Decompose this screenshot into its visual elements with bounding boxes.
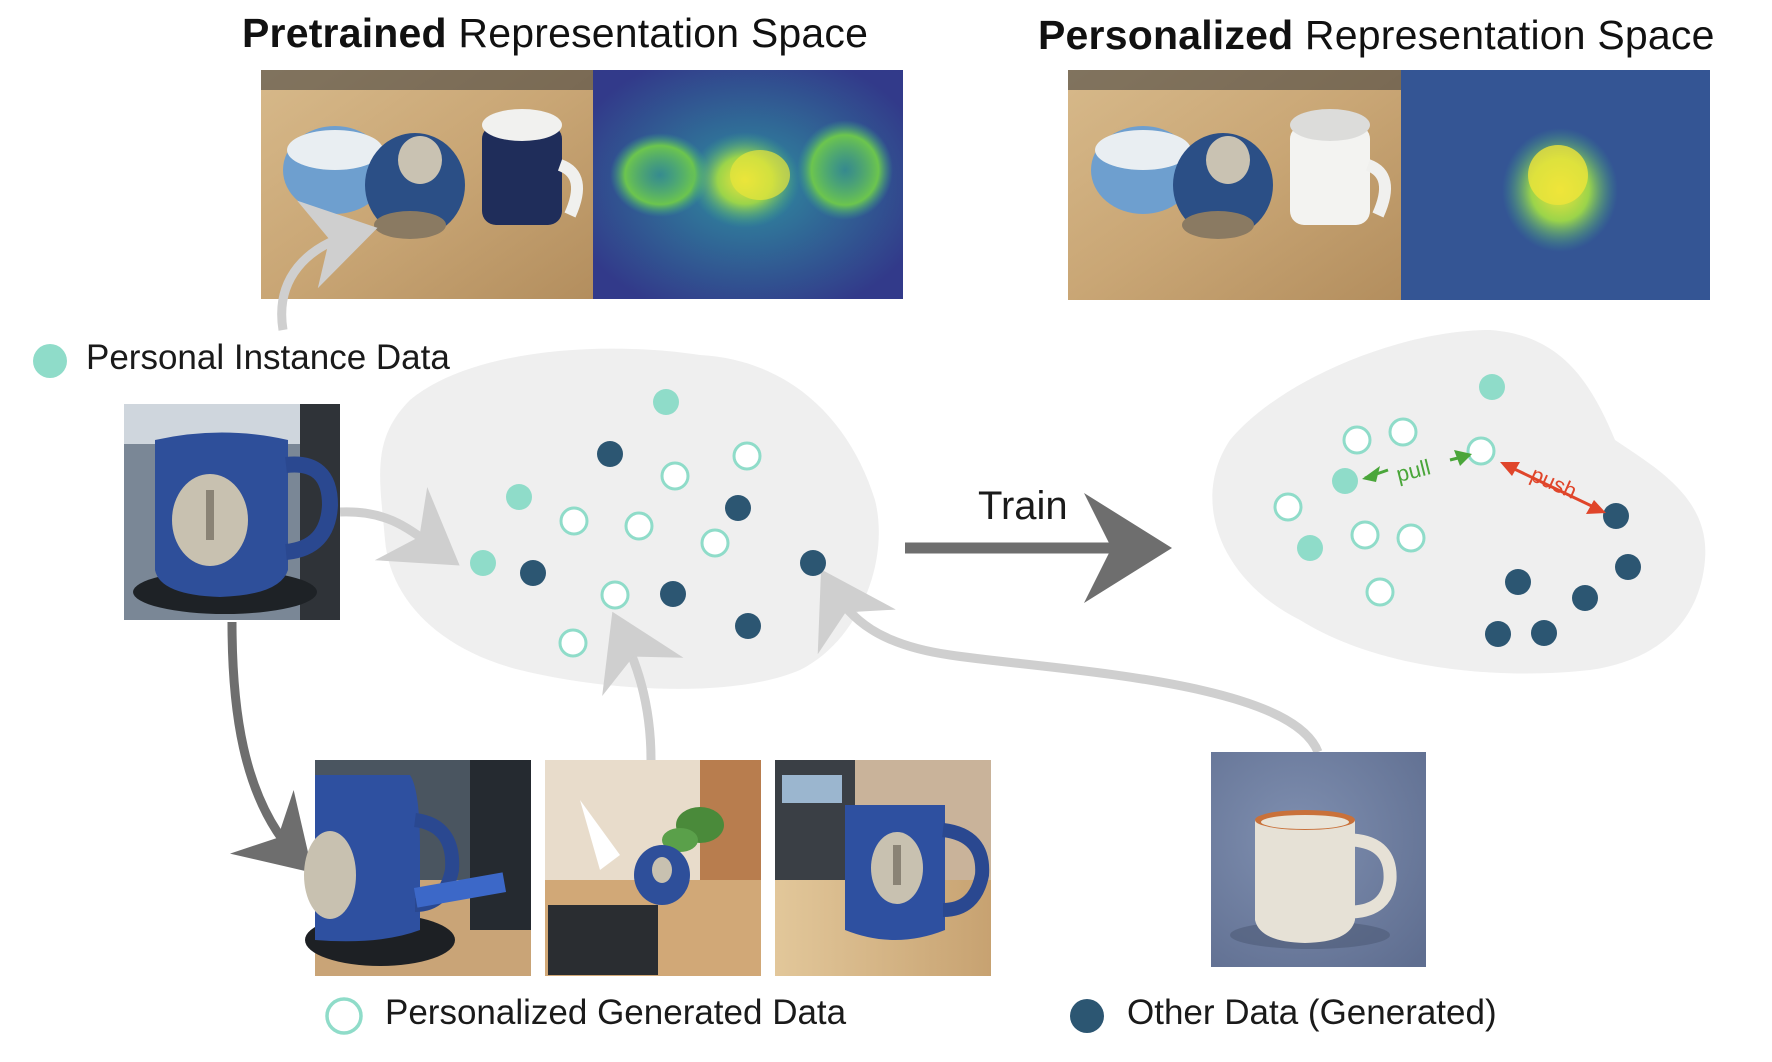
personalized-title-bold: Personalized — [1038, 12, 1294, 58]
pretrained-title-bold: Pretrained — [242, 10, 447, 56]
generated-point — [1466, 436, 1496, 466]
instance-to-space-arrow — [339, 486, 460, 566]
personal-point — [1479, 374, 1505, 400]
generated-point — [600, 580, 630, 610]
pretrained-heatmap — [593, 70, 903, 299]
other-data-legend-marker — [1070, 999, 1104, 1033]
generated-point — [660, 461, 690, 491]
other-point — [660, 581, 686, 607]
generated-point — [732, 441, 762, 471]
personalized-heatmap — [1401, 70, 1710, 300]
personalized-title: Personalized Representation Space — [1038, 12, 1715, 59]
personal-point — [653, 389, 679, 415]
generated-photo-1 — [304, 760, 531, 976]
other-point — [1505, 569, 1531, 595]
other-point — [800, 550, 826, 576]
personal-instance-photo — [124, 404, 340, 620]
generated-point — [558, 628, 588, 658]
generated-point — [1350, 520, 1380, 550]
personalized-photo — [1068, 70, 1401, 300]
other-point — [1603, 503, 1629, 529]
pretrained-title: Pretrained Representation Space — [242, 10, 868, 57]
train-label: Train — [978, 484, 1068, 528]
generated-point — [700, 528, 730, 558]
personal-point — [470, 550, 496, 576]
push-arrow — [1500, 462, 1606, 514]
personalized-title-rest: Representation Space — [1304, 12, 1715, 58]
instance-to-generated-arrow — [227, 621, 313, 873]
pull-arrow — [1362, 450, 1472, 482]
photo-to-heatmap-arrow — [277, 200, 378, 331]
pretrained-title-rest: Representation Space — [458, 10, 869, 56]
pretrained-photo — [261, 70, 593, 299]
generated-to-space-arrow — [602, 611, 684, 761]
personal-point — [1332, 468, 1358, 494]
generated-point — [1365, 577, 1395, 607]
personal-instance-legend: Personal Instance Data — [86, 338, 450, 377]
generated-photo-2 — [545, 760, 761, 976]
personalized-points — [1273, 374, 1641, 647]
generated-point — [1273, 492, 1303, 522]
generated-point — [624, 511, 654, 541]
generated-point — [559, 506, 589, 536]
personalized-generated-legend: Personalized Generated Data — [385, 993, 847, 1032]
other-point — [520, 560, 546, 586]
other-point — [735, 613, 761, 639]
other-point — [1485, 621, 1511, 647]
pretrained-points — [470, 389, 826, 658]
other-point — [1572, 585, 1598, 611]
generated-photo-3 — [775, 760, 991, 976]
generated-point — [1342, 425, 1372, 455]
other-point — [1531, 620, 1557, 646]
generated-point — [1396, 523, 1426, 553]
other-data-legend: Other Data (Generated) — [1127, 993, 1497, 1032]
other-point — [1615, 554, 1641, 580]
other-to-space-arrow — [817, 569, 1323, 754]
other-data-photo — [1211, 752, 1426, 967]
personal-point — [1297, 535, 1323, 561]
generated-point — [1388, 417, 1418, 447]
personal-instance-legend-marker — [33, 344, 67, 378]
other-point — [597, 441, 623, 467]
personalized-generated-legend-marker — [325, 997, 363, 1035]
personal-point — [506, 484, 532, 510]
other-point — [725, 495, 751, 521]
